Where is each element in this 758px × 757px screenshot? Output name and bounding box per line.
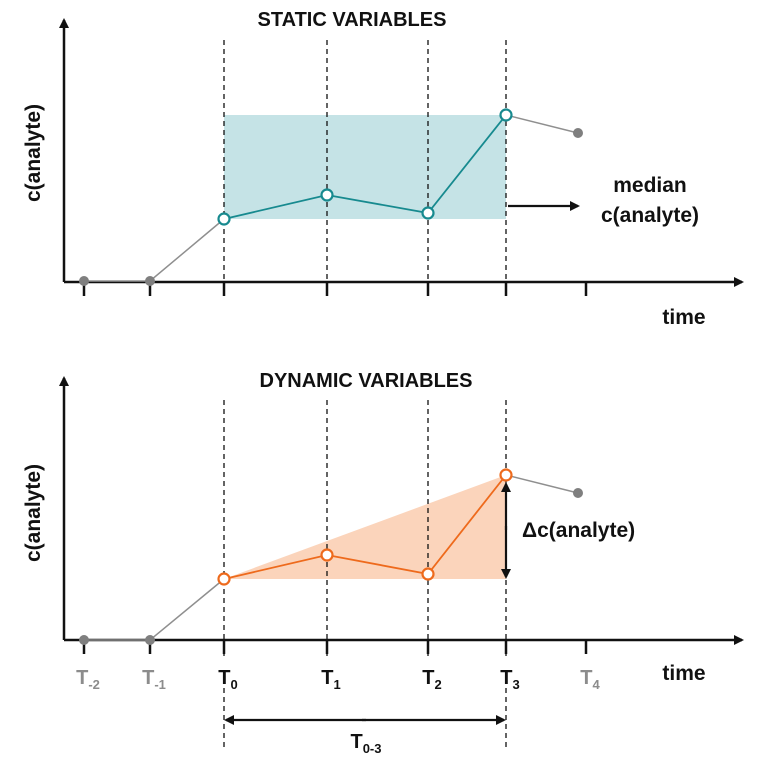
time-label-base: T	[500, 667, 512, 689]
time-label-base: T	[218, 667, 230, 689]
time-label-tm1: T-1	[142, 667, 166, 692]
dynamic-point-t1	[320, 548, 334, 562]
time-label-sub: 2	[434, 677, 441, 692]
time-label-t1: T1	[321, 667, 340, 692]
time-label-t2: T2	[422, 667, 441, 692]
dynamic-x-label: time	[662, 662, 705, 685]
time-label-tm2: T-2	[76, 667, 100, 692]
static-time-dashes	[223, 40, 507, 296]
static-pre-segment	[84, 218, 225, 282]
time-label-base: T	[142, 667, 154, 689]
time-label-base: T	[580, 667, 592, 689]
dynamic-point-t0	[217, 572, 231, 586]
time-label-sub: 0	[230, 677, 237, 692]
time-label-t3: T3	[500, 667, 519, 692]
static-point-t4	[573, 128, 583, 138]
median-annotation-line2: c(analyte)	[601, 204, 699, 227]
span-label-sub: 0-3	[363, 741, 382, 756]
static-x-label: time	[662, 306, 705, 329]
static-point-t1	[320, 188, 334, 202]
dynamic-series-line	[223, 474, 507, 580]
dynamic-point-tm1	[145, 635, 155, 645]
static-point-t0	[217, 212, 231, 226]
dynamic-point-t3	[499, 468, 513, 482]
dynamic-post-segment	[505, 474, 579, 494]
static-title: STATIC VARIABLES	[258, 9, 447, 31]
dynamic-title: DYNAMIC VARIABLES	[260, 370, 473, 392]
static-panel: STATIC VARIABLES c(analyte) time median …	[22, 9, 744, 329]
dynamic-pre-segment	[84, 578, 225, 641]
time-label-base: T	[321, 667, 333, 689]
time-label-sub: 3	[512, 677, 519, 692]
time-label-base: T	[422, 667, 434, 689]
dynamic-panel: DYNAMIC VARIABLES c(analyte) time Δc(ana…	[22, 370, 744, 756]
dynamic-point-tm2	[79, 635, 89, 645]
median-annotation-line1: median	[613, 174, 687, 197]
static-y-label: c(analyte)	[22, 104, 45, 202]
time-label-sub: -2	[88, 677, 100, 692]
static-point-tm2	[79, 276, 89, 286]
dynamic-point-t2	[421, 567, 435, 581]
dynamic-change-triangle	[224, 475, 506, 579]
static-series-line	[223, 114, 507, 220]
dynamic-x-ticks	[82, 640, 588, 654]
static-post-segment	[505, 114, 579, 134]
dynamic-point-t4	[573, 488, 583, 498]
static-point-t2	[421, 206, 435, 220]
static-x-ticks	[82, 282, 588, 296]
time-label-base: T	[76, 667, 88, 689]
dynamic-axes	[59, 376, 744, 645]
dynamic-y-label: c(analyte)	[22, 464, 45, 562]
static-axes	[59, 18, 744, 287]
delta-label: Δc(analyte)	[522, 519, 635, 542]
static-point-tm1	[145, 276, 155, 286]
time-label-t4: T4	[580, 667, 600, 692]
time-label-t0: T0	[218, 667, 237, 692]
span-label-base: T	[350, 731, 362, 753]
time-label-sub: -1	[154, 677, 166, 692]
time-label-sub: 4	[592, 677, 600, 692]
span-label: T0-3	[350, 731, 381, 756]
static-point-t3	[499, 108, 513, 122]
time-label-sub: 1	[333, 677, 340, 692]
